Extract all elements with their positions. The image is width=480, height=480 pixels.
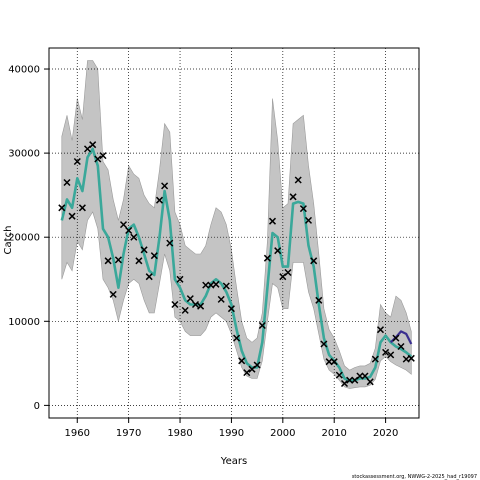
observed-point xyxy=(253,361,261,369)
observed-point xyxy=(382,348,390,356)
y-tick-label: 10000 xyxy=(8,317,40,328)
observed-point xyxy=(202,281,210,289)
credit-text: stockassessment.org, NWWG-2-2025_had_r19… xyxy=(351,474,477,480)
observed-point xyxy=(284,268,292,277)
confidence-band-area xyxy=(61,60,412,389)
x-tick-label: 1970 xyxy=(116,428,141,439)
observed-point xyxy=(176,275,184,283)
observed-point xyxy=(346,376,354,384)
x-tick-label: 1980 xyxy=(167,428,192,439)
observed-point xyxy=(186,295,194,303)
fitted-line xyxy=(60,147,413,383)
observed-point xyxy=(68,212,76,220)
observed-point xyxy=(320,340,328,348)
observed-point xyxy=(191,300,200,309)
observed-point xyxy=(94,155,102,163)
observed-point xyxy=(371,355,379,363)
observed-point xyxy=(289,193,297,201)
observed-point xyxy=(63,178,71,187)
observed-point xyxy=(104,257,112,265)
observed-point xyxy=(150,252,158,260)
observed-point xyxy=(58,204,66,212)
y-tick-label: 40000 xyxy=(8,65,40,76)
observed-point xyxy=(238,357,246,365)
observed-point xyxy=(78,204,86,212)
observed-point xyxy=(212,280,220,288)
observed-point xyxy=(243,369,251,377)
observed-point xyxy=(268,217,277,225)
observed-point xyxy=(397,342,405,351)
observed-point xyxy=(233,334,241,342)
observed-point xyxy=(376,326,385,334)
observed-point xyxy=(335,371,343,379)
observed-point xyxy=(140,246,148,254)
observed-point xyxy=(99,152,107,160)
observed-point xyxy=(330,358,338,366)
x-axis-label: Years xyxy=(220,456,247,467)
observed-point xyxy=(387,351,395,359)
observed-point xyxy=(125,226,133,235)
x-axis: 1960 1970 1980 1990 2000 2010 2020 xyxy=(65,417,398,439)
observed-point xyxy=(114,256,122,264)
observed-point xyxy=(392,334,400,342)
x-tick-label: 1990 xyxy=(219,428,244,439)
observed-point xyxy=(217,295,225,303)
observed-point xyxy=(197,302,205,310)
observed-point xyxy=(361,372,369,380)
observed-point xyxy=(258,321,266,330)
observed-point xyxy=(315,296,323,304)
y-tick-label: 20000 xyxy=(8,233,40,244)
observed-point xyxy=(294,176,302,184)
confidence-band xyxy=(61,60,412,389)
observed-point xyxy=(310,257,318,265)
observed-point xyxy=(181,306,189,314)
x-tick-label: 2000 xyxy=(270,428,295,439)
observed-point xyxy=(325,358,333,366)
observed-markers xyxy=(58,141,415,388)
observed-point xyxy=(299,205,307,213)
observed-point xyxy=(73,157,81,166)
observed-point xyxy=(356,372,364,380)
x-tick-label: 1960 xyxy=(65,428,90,439)
observed-point xyxy=(161,182,169,190)
observed-point xyxy=(222,282,230,290)
observed-point xyxy=(227,305,235,313)
observed-point xyxy=(407,354,415,362)
observed-point xyxy=(89,141,97,149)
y-axis-label: Catch xyxy=(3,226,14,255)
observed-point xyxy=(340,379,349,388)
observed-point xyxy=(109,290,117,298)
observed-point xyxy=(166,239,174,247)
x-tick-label: 2020 xyxy=(373,428,398,439)
observed-point xyxy=(135,257,143,265)
observed-point xyxy=(130,233,138,241)
observed-point xyxy=(145,273,153,281)
y-axis: 0 10000 20000 30000 40000 xyxy=(8,65,50,412)
fitted-series-line xyxy=(60,147,413,383)
observed-point xyxy=(171,300,179,309)
observed-point xyxy=(304,216,313,224)
x-tick-label: 2010 xyxy=(321,428,346,439)
y-tick-label: 0 xyxy=(34,401,40,412)
y-tick-label: 30000 xyxy=(8,149,40,160)
observed-point xyxy=(274,247,282,255)
observed-point xyxy=(366,378,374,386)
observed-point xyxy=(119,221,128,229)
observed-point xyxy=(155,196,164,204)
observed-point xyxy=(263,254,271,262)
